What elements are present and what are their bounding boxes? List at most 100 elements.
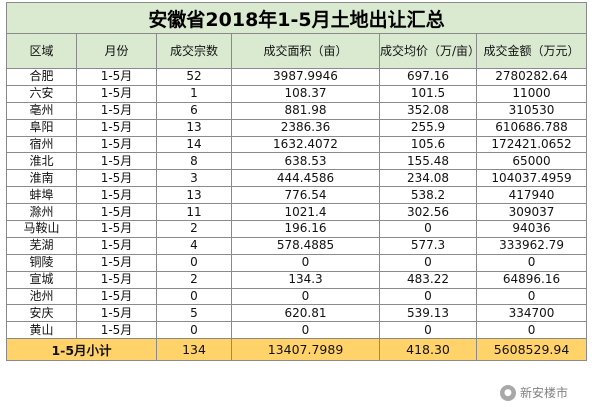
cell-price: 697.16	[379, 68, 477, 86]
header-count: 成交宗数	[156, 33, 232, 69]
header-area: 成交面积（亩）	[231, 33, 380, 69]
table-row: 六安 1-5月 1 108.37 101.5 11000	[6, 84, 588, 103]
cell-area: 578.4885	[231, 236, 380, 255]
cell-area: 620.81	[231, 304, 380, 323]
cell-month: 1-5月	[76, 68, 157, 86]
cell-price: 0	[379, 287, 477, 306]
total-area: 13407.7989	[231, 338, 380, 362]
cell-count: 0	[156, 321, 232, 340]
cell-region: 亳州	[6, 101, 77, 120]
cell-area: 134.3	[231, 270, 380, 289]
cell-price: 0	[379, 220, 477, 238]
cell-count: 3	[156, 169, 232, 188]
table-row: 黄山 1-5月 0 0 0 0	[6, 321, 588, 340]
cell-price: 352.08	[379, 101, 477, 120]
wechat-icon: ●	[499, 384, 516, 401]
cell-price: 105.6	[379, 135, 477, 154]
table-row: 亳州 1-5月 6 881.98 352.08 310530	[6, 101, 588, 120]
table-row: 淮南 1-5月 3 444.4586 234.08 104037.4959	[6, 169, 588, 188]
cell-price: 0	[379, 253, 477, 272]
cell-month: 1-5月	[76, 169, 157, 188]
cell-count: 0	[156, 253, 232, 272]
cell-count: 52	[156, 68, 232, 86]
table-row: 合肥 1-5月 52 3987.9946 697.16 2780282.64	[6, 68, 588, 86]
header-row: 区域 月份 成交宗数 成交面积（亩） 成交均价（万/亩） 成交金额（万元）	[6, 33, 588, 69]
cell-price: 483.22	[379, 270, 477, 289]
cell-amount: 64896.16	[475, 270, 588, 289]
cell-amount: 94036	[475, 220, 588, 238]
cell-amount: 0	[475, 287, 588, 306]
cell-count: 13	[156, 118, 232, 137]
cell-count: 2	[156, 220, 232, 238]
watermark-text: 新安楼市	[519, 386, 568, 400]
cell-area: 0	[231, 253, 380, 272]
cell-region: 淮南	[6, 169, 77, 188]
cell-month: 1-5月	[76, 220, 157, 238]
cell-region: 阜阳	[6, 118, 77, 137]
cell-area: 0	[231, 287, 380, 306]
table-row: 蚌埠 1-5月 13 776.54 538.2 417940	[6, 186, 588, 205]
header-price: 成交均价（万/亩）	[379, 33, 477, 69]
header-amount: 成交金额（万元）	[475, 33, 588, 69]
cell-count: 1	[156, 84, 232, 103]
total-row: 1-5月小计 134 13407.7989 418.30 5608529.94	[6, 338, 588, 362]
cell-region: 淮北	[6, 152, 77, 171]
cell-area: 1632.4072	[231, 135, 380, 154]
cell-month: 1-5月	[76, 152, 157, 171]
cell-month: 1-5月	[76, 203, 157, 222]
cell-amount: 172421.0652	[475, 135, 588, 154]
cell-amount: 2780282.64	[475, 68, 588, 86]
cell-count: 14	[156, 135, 232, 154]
table-row: 阜阳 1-5月 13 2386.36 255.9 610686.788	[6, 118, 588, 137]
cell-month: 1-5月	[76, 253, 157, 272]
cell-price: 234.08	[379, 169, 477, 188]
total-label: 1-5月小计	[6, 338, 157, 362]
cell-area: 444.4586	[231, 169, 380, 188]
cell-month: 1-5月	[76, 135, 157, 154]
cell-region: 马鞍山	[6, 220, 77, 238]
cell-count: 0	[156, 287, 232, 306]
cell-region: 池州	[6, 287, 77, 306]
cell-month: 1-5月	[76, 287, 157, 306]
cell-price: 577.3	[379, 236, 477, 255]
cell-region: 安庆	[6, 304, 77, 323]
header-region: 区域	[6, 33, 77, 69]
cell-month: 1-5月	[76, 118, 157, 137]
cell-month: 1-5月	[76, 270, 157, 289]
cell-price: 302.56	[379, 203, 477, 222]
cell-region: 合肥	[6, 68, 77, 86]
cell-area: 108.37	[231, 84, 380, 103]
table-row: 滁州 1-5月 11 1021.4 302.56 309037	[6, 203, 588, 222]
cell-region: 芜湖	[6, 236, 77, 255]
cell-area: 2386.36	[231, 118, 380, 137]
cell-amount: 334700	[475, 304, 588, 323]
cell-region: 滁州	[6, 203, 77, 222]
cell-price: 155.48	[379, 152, 477, 171]
land-sales-table: 安徽省2018年1-5月土地出让汇总 区域 月份 成交宗数 成交面积（亩） 成交…	[5, 2, 588, 362]
cell-month: 1-5月	[76, 84, 157, 103]
cell-amount: 0	[475, 321, 588, 340]
cell-amount: 11000	[475, 84, 588, 103]
cell-area: 1021.4	[231, 203, 380, 222]
cell-amount: 104037.4959	[475, 169, 588, 188]
cell-amount: 310530	[475, 101, 588, 120]
cell-price: 538.2	[379, 186, 477, 205]
cell-month: 1-5月	[76, 236, 157, 255]
cell-count: 8	[156, 152, 232, 171]
cell-area: 638.53	[231, 152, 380, 171]
cell-count: 13	[156, 186, 232, 205]
watermark: ● 新安楼市	[499, 384, 568, 401]
total-price: 418.30	[379, 338, 477, 362]
cell-amount: 309037	[475, 203, 588, 222]
table-row: 铜陵 1-5月 0 0 0 0	[6, 253, 588, 272]
table-row: 淮北 1-5月 8 638.53 155.48 65000	[6, 152, 588, 171]
table-title: 安徽省2018年1-5月土地出让汇总	[5, 2, 588, 34]
cell-count: 2	[156, 270, 232, 289]
cell-area: 196.16	[231, 220, 380, 238]
cell-area: 0	[231, 321, 380, 340]
cell-month: 1-5月	[76, 101, 157, 120]
table-row: 芜湖 1-5月 4 578.4885 577.3 333962.79	[6, 236, 588, 255]
cell-price: 101.5	[379, 84, 477, 103]
cell-price: 255.9	[379, 118, 477, 137]
table-row: 宣城 1-5月 2 134.3 483.22 64896.16	[6, 270, 588, 289]
